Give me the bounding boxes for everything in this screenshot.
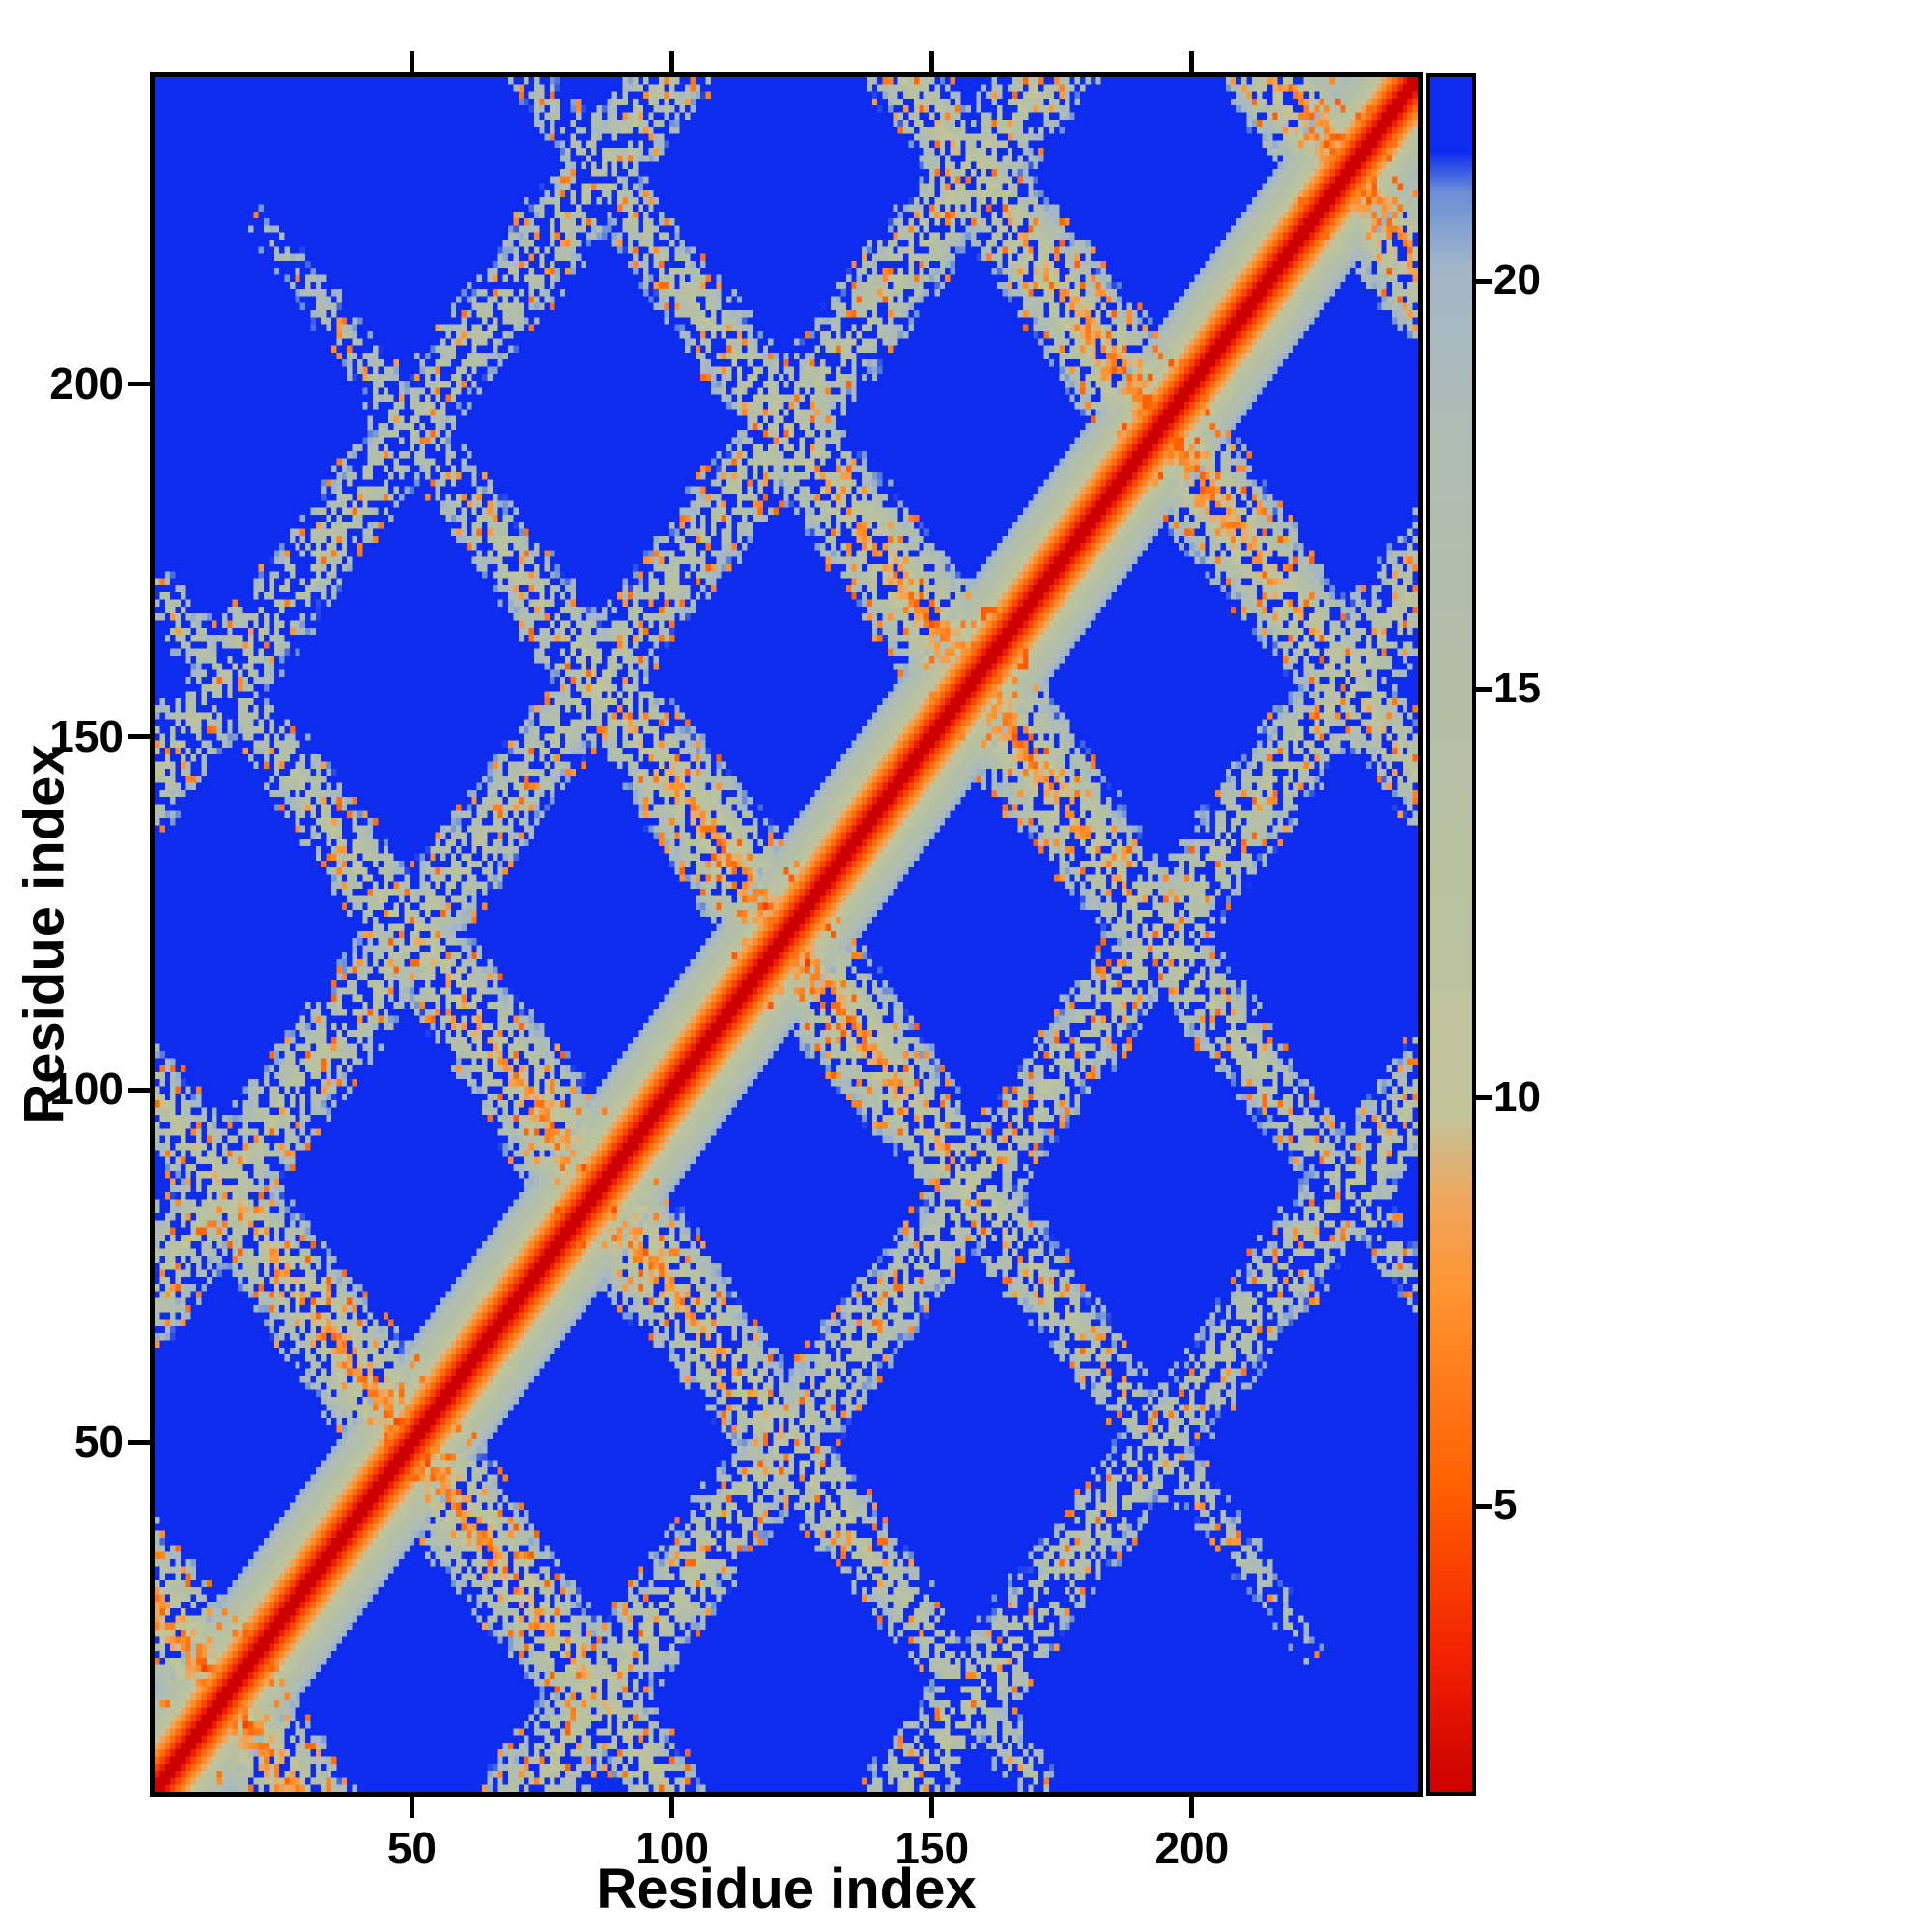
colorbar-tick-mark <box>1476 1503 1492 1509</box>
x-tick-label: 150 <box>895 1823 970 1873</box>
colorbar-frame <box>1426 73 1476 1796</box>
x-axis-label: Residue index <box>596 1858 977 1920</box>
colorbar-tick-mark <box>1476 687 1492 693</box>
x-tick-mark-top <box>1189 51 1195 72</box>
colorbar-tick-label: 10 <box>1493 1072 1541 1121</box>
x-tick-mark-top <box>929 51 935 72</box>
colorbar-tick-label: 20 <box>1493 256 1541 304</box>
x-tick-mark-bottom <box>929 1797 935 1818</box>
colorbar-gradient <box>1430 77 1472 1792</box>
heatmap-canvas <box>155 77 1418 1792</box>
colorbar-tick-mark <box>1476 1095 1492 1101</box>
x-tick-mark-top <box>409 51 414 72</box>
x-tick-label: 200 <box>1154 1823 1230 1873</box>
colorbar-tick-mark <box>1476 278 1492 284</box>
x-tick-label: 50 <box>386 1823 438 1873</box>
y-tick-label: 100 <box>49 1064 124 1115</box>
y-tick-mark <box>128 1439 150 1445</box>
y-tick-mark <box>128 734 150 740</box>
y-tick-label: 50 <box>73 1416 124 1467</box>
x-tick-mark-bottom <box>669 1797 675 1818</box>
colorbar-tick-label: 5 <box>1493 1481 1518 1529</box>
x-tick-mark-bottom <box>1189 1797 1195 1818</box>
y-tick-label: 150 <box>49 710 124 761</box>
colorbar-tick-label: 15 <box>1493 664 1541 712</box>
x-tick-mark-bottom <box>409 1797 414 1818</box>
x-tick-mark-top <box>669 51 675 72</box>
y-tick-mark <box>128 382 150 387</box>
y-tick-label: 200 <box>49 357 124 409</box>
x-tick-label: 100 <box>635 1823 709 1873</box>
y-tick-mark <box>128 1087 150 1093</box>
